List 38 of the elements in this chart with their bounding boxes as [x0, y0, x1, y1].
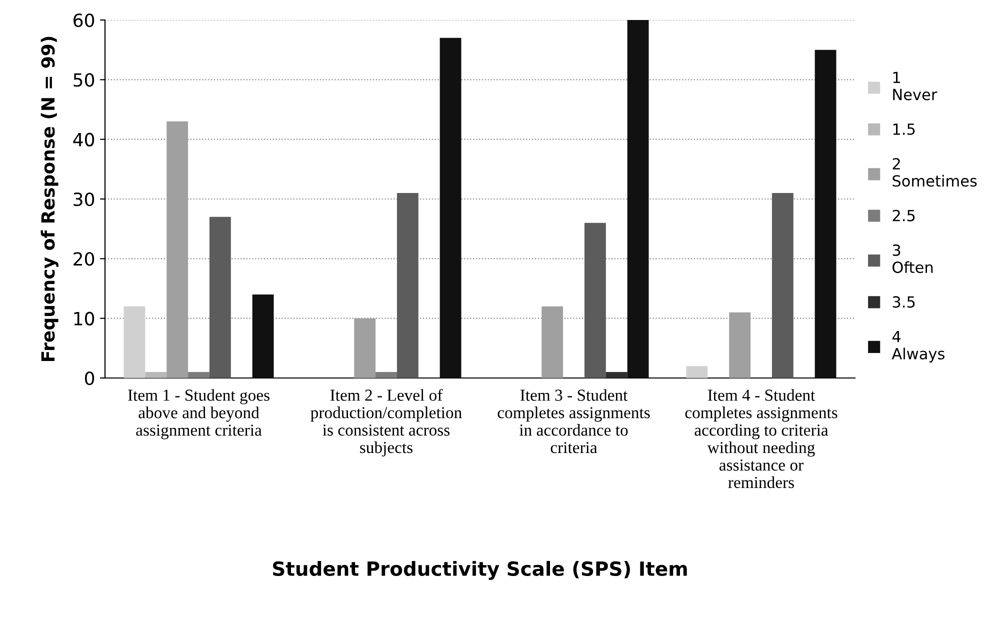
y-tick-label: 30	[74, 192, 94, 206]
bar	[729, 312, 751, 378]
bar	[772, 193, 794, 378]
y-tick-label: 60	[74, 13, 94, 28]
bar	[584, 222, 606, 378]
bar	[396, 193, 418, 378]
y-tick-label: 0	[84, 371, 94, 386]
x-tick-label: Item 3 - Student completes assignments in accordance to criteria	[498, 389, 650, 454]
bar	[686, 366, 708, 378]
bar	[606, 372, 628, 378]
y-tick-label: 20	[74, 252, 94, 266]
bar	[542, 306, 564, 378]
legend-label: 2 Sometimes	[892, 158, 977, 187]
x-tick-label: Item 2 - Level of production/completion is consistent across subjects	[310, 388, 462, 457]
x-tick-label: Item 4 - Student completes assignments according to criteria without needing assistance or reminders	[685, 389, 838, 488]
bar	[627, 20, 649, 378]
legend-label: 1.5	[893, 124, 915, 135]
bar	[440, 38, 462, 378]
legend-label: 2.5	[892, 210, 915, 222]
bar	[124, 306, 146, 378]
x-axis-title: Student Productivity Scale (SPS) Item	[273, 560, 687, 580]
bar	[376, 372, 397, 378]
x-tick-label: Item 1 - Student goes above and beyond assignment criteria	[128, 389, 270, 440]
y-tick-label: 40	[73, 132, 94, 146]
bar	[145, 372, 167, 378]
bar	[166, 121, 188, 378]
bar	[354, 318, 376, 378]
bar	[209, 216, 231, 378]
legend-label: 4 Always	[892, 331, 944, 362]
legend-label: 3 Often	[892, 244, 933, 274]
bar	[814, 50, 836, 378]
y-tick-label: 50	[74, 73, 94, 87]
y-axis-title: Frequency of Response (N = 99)	[40, 36, 58, 361]
bar	[252, 294, 274, 378]
y-tick-label: 10	[74, 312, 94, 326]
legend-label: 3.5	[892, 296, 915, 308]
legend-label: 1 Never	[893, 72, 938, 100]
bar	[188, 372, 210, 378]
